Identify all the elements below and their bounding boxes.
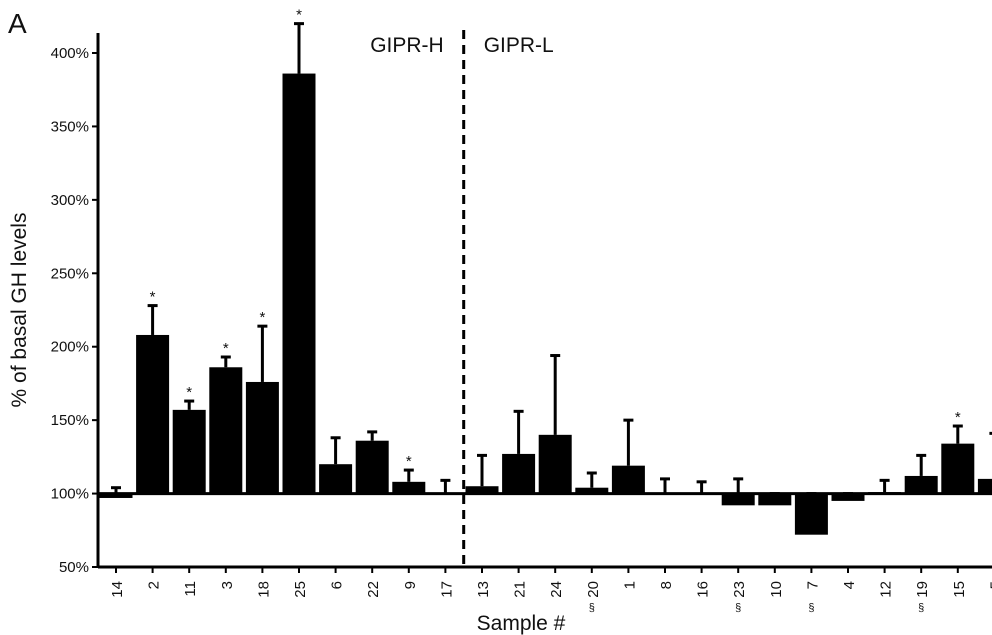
y-axis-label: % of basal GH levels	[8, 213, 31, 408]
panel-letter: A	[8, 8, 27, 39]
x-tick-label: 17	[438, 581, 455, 598]
section-marker: §	[918, 602, 924, 614]
group-labels: GIPR-H GIPR-L	[370, 34, 554, 57]
x-tick-label: 9	[402, 581, 419, 589]
significance-star: *	[259, 309, 265, 326]
x-tick-label: 15	[951, 581, 968, 598]
bar	[941, 443, 975, 494]
significance-star: *	[223, 340, 229, 357]
significance-star: *	[296, 7, 302, 24]
group-label-gipr-l: GIPR-L	[484, 34, 554, 57]
bar	[502, 453, 536, 494]
bars	[99, 73, 992, 535]
y-axis-ticks: 50% 100% 150% 200% 250% 300% 350% 400%	[51, 45, 98, 576]
x-tick-label: 6	[329, 581, 346, 589]
bar	[392, 481, 426, 494]
bar	[245, 381, 279, 494]
significance-markers: * * * * * * *	[150, 7, 961, 470]
x-tick-label: 5	[987, 581, 992, 589]
x-tick-label: 4	[841, 581, 858, 589]
section-markers: §§§§§	[589, 602, 992, 614]
x-tick-label: 8	[658, 581, 675, 589]
x-tick-label: 12	[878, 581, 895, 598]
x-tick-label: 13	[475, 581, 492, 598]
y-tick-label: 250%	[51, 265, 89, 282]
error-bars	[111, 22, 992, 496]
y-tick-label: 100%	[51, 486, 89, 503]
bar	[538, 434, 572, 494]
bar	[575, 487, 609, 494]
bar	[904, 475, 938, 494]
x-tick-label: 22	[365, 581, 382, 598]
bar	[172, 409, 206, 494]
bar	[355, 440, 389, 494]
x-tick-label: 16	[695, 581, 712, 598]
x-tick-label: 19	[914, 581, 931, 598]
x-tick-label: 10	[768, 581, 785, 598]
section-marker: §	[589, 602, 595, 614]
bar	[831, 493, 865, 501]
x-tick-label: 11	[182, 581, 199, 597]
bar	[282, 73, 316, 494]
y-tick-label: 150%	[51, 412, 89, 429]
x-tick-label: 2	[146, 581, 163, 589]
section-marker: §	[735, 602, 741, 614]
bar	[465, 486, 499, 494]
x-axis-label: Sample #	[477, 612, 566, 635]
x-tick-label: 21	[512, 581, 529, 598]
x-tick-label: 3	[219, 581, 236, 589]
bar	[99, 493, 133, 498]
group-label-gipr-h: GIPR-H	[370, 34, 444, 57]
y-tick-label: 400%	[51, 45, 89, 62]
significance-star: *	[406, 453, 412, 470]
bar	[977, 478, 992, 494]
x-axis-ticks: 14 2 11 3 18 25 6 22 9 17 13 21 24 20 1 8 16 23 10 7 4 12 19 15…	[109, 567, 992, 598]
significance-star: *	[150, 289, 156, 306]
bar	[319, 464, 353, 494]
bar	[721, 493, 755, 506]
x-tick-label: 1	[621, 581, 638, 589]
significance-star: *	[186, 384, 192, 401]
x-tick-label: 18	[255, 581, 272, 598]
x-tick-label: 7	[804, 581, 821, 589]
section-marker: §	[808, 602, 814, 614]
x-tick-label: 25	[292, 581, 309, 598]
bar	[611, 465, 645, 494]
y-tick-label: 50%	[59, 559, 89, 576]
y-tick-label: 300%	[51, 192, 89, 209]
x-tick-label: 24	[548, 581, 565, 598]
y-tick-label: 350%	[51, 118, 89, 135]
y-tick-label: 200%	[51, 339, 89, 356]
x-tick-label: 14	[109, 581, 126, 598]
bar	[758, 493, 792, 506]
significance-star: *	[955, 409, 961, 426]
x-tick-label: 23	[731, 581, 748, 598]
x-tick-label: 20	[585, 581, 602, 598]
bar	[136, 334, 170, 494]
bar	[209, 367, 243, 494]
bar	[794, 493, 828, 535]
